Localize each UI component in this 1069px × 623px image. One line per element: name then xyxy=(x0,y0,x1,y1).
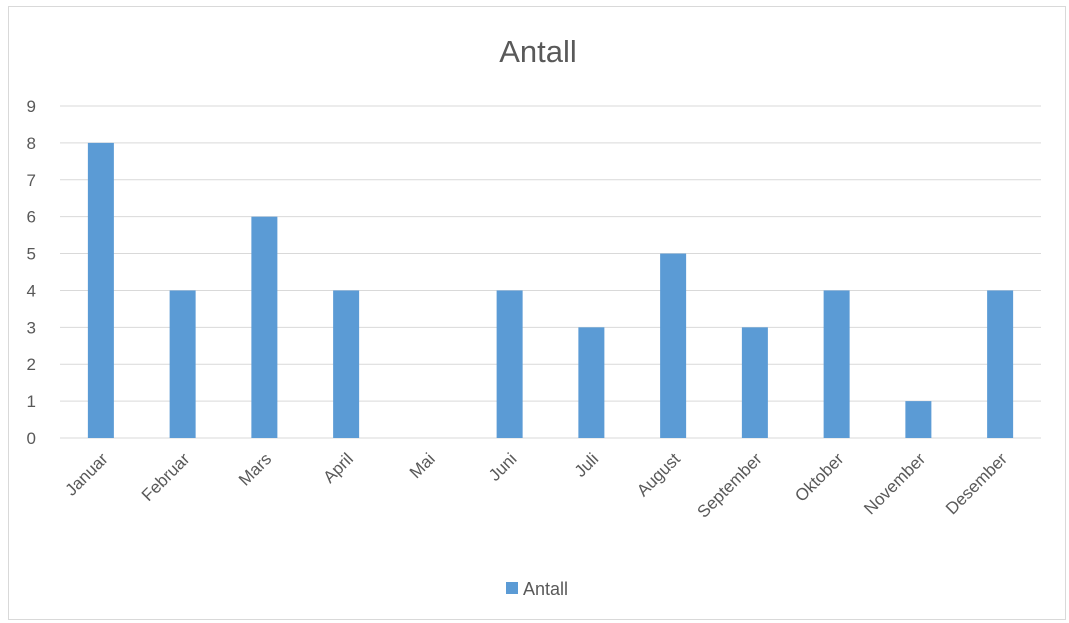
x-tick-label: Januar xyxy=(62,449,112,499)
x-axis-ticks: Januar Februar Mars April Mai Juni Juli August S… xyxy=(62,449,1012,521)
x-tick-label: November xyxy=(860,449,929,518)
y-tick-label: 0 xyxy=(27,429,36,448)
bar-mars xyxy=(251,216,278,438)
legend-swatch xyxy=(506,582,518,594)
bar-januar xyxy=(87,142,114,438)
x-tick-label: Juli xyxy=(571,449,602,480)
x-tick-label: Desember xyxy=(942,449,1011,518)
bar-februar xyxy=(169,290,196,438)
y-tick-label: 8 xyxy=(27,134,36,153)
x-tick-label: April xyxy=(319,449,356,486)
chart-title: Antall xyxy=(499,34,577,69)
x-tick-label: September xyxy=(693,449,765,521)
x-tick-label: August xyxy=(633,449,684,500)
y-tick-label: 4 xyxy=(27,281,36,300)
y-tick-label: 7 xyxy=(27,171,36,190)
x-tick-label: Februar xyxy=(138,449,194,505)
y-tick-label: 5 xyxy=(27,245,36,264)
bar-september xyxy=(741,327,768,438)
bar-desember xyxy=(987,290,1014,438)
y-tick-label: 9 xyxy=(27,97,36,116)
x-tick-label: Juni xyxy=(485,449,520,484)
bar-april xyxy=(333,290,360,438)
bar-november xyxy=(905,401,932,438)
y-tick-label: 6 xyxy=(27,208,36,227)
y-axis-ticks: 0 1 2 3 4 5 6 7 8 9 xyxy=(27,97,36,448)
bar-juli xyxy=(578,327,605,438)
gridlines xyxy=(60,105,1041,439)
y-tick-label: 1 xyxy=(27,392,36,411)
legend: Antall xyxy=(506,579,568,599)
bars xyxy=(87,142,1014,438)
bar-oktober xyxy=(823,290,850,438)
legend-label: Antall xyxy=(523,579,568,599)
y-tick-label: 2 xyxy=(27,355,36,374)
x-tick-label: Mai xyxy=(406,449,439,482)
bar-juni xyxy=(496,290,523,438)
bar-august xyxy=(660,253,687,438)
y-tick-label: 3 xyxy=(27,318,36,337)
x-tick-label: Mars xyxy=(235,449,275,489)
x-tick-label: Oktober xyxy=(791,449,847,505)
